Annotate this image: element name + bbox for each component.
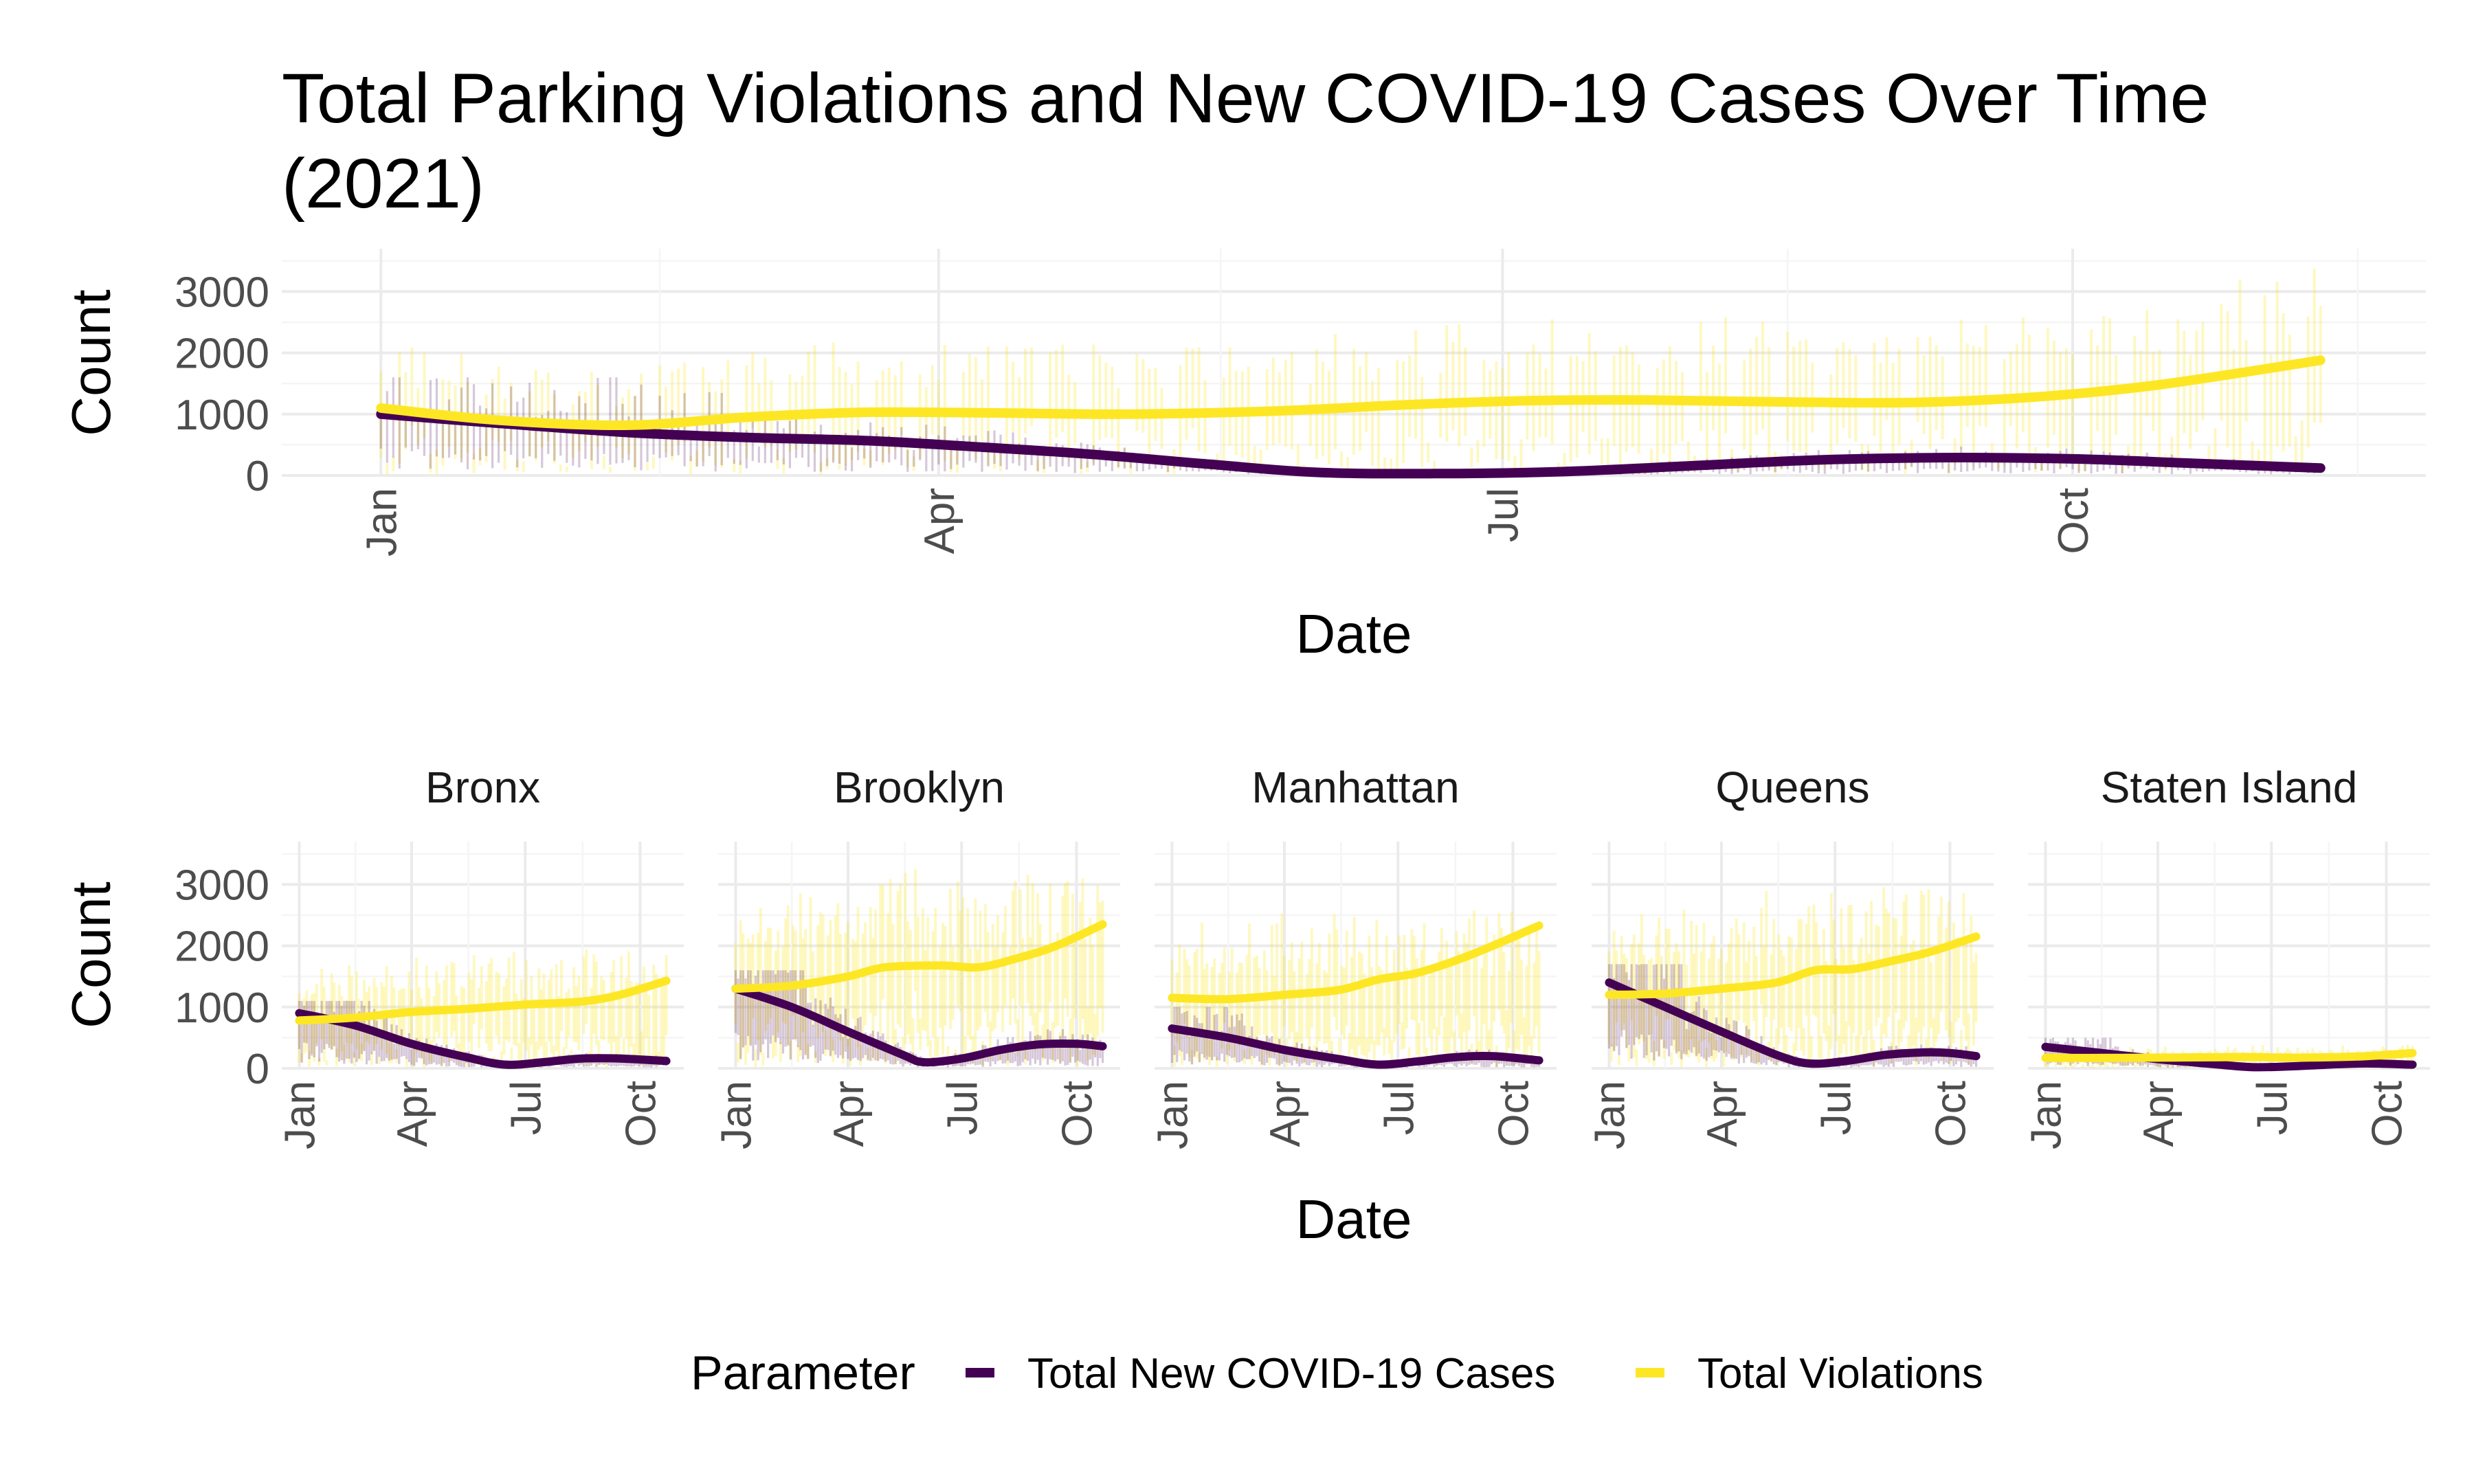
x-tick-label: Oct — [2050, 488, 2097, 554]
facet-x-axis-title: Date — [1296, 1189, 1412, 1250]
y-axis-title: Count — [60, 289, 122, 436]
panel-bronx: 0 1000 2000 3000 Jan Apr Jul Oct — [175, 842, 684, 1149]
legend-label: Total Violations — [1697, 1350, 1983, 1397]
x-tick-label: Jan — [713, 1081, 760, 1149]
violations-trend-line — [295, 976, 671, 1025]
x-tick-label: Jul — [1812, 1081, 1860, 1135]
y-tick-label: 3000 — [175, 862, 269, 909]
panel-staten-island: Jan Apr Jul Oct — [2022, 842, 2430, 1149]
x-tick-label: Oct — [617, 1081, 665, 1147]
x-tick-label: Jul — [2249, 1081, 2296, 1135]
x-tick-label: Apr — [1699, 1081, 1746, 1147]
violations-trend-line — [731, 920, 1107, 993]
y-tick-label: 3000 — [175, 269, 269, 316]
x-tick-label: Jul — [1375, 1081, 1423, 1135]
violations-trend-line — [1605, 932, 1981, 999]
y-tick-label: 2000 — [175, 330, 269, 378]
y-tick-label: 0 — [246, 453, 269, 500]
y-tick-label: 0 — [246, 1046, 269, 1093]
panel-queens: Jan Apr Jul Oct — [1586, 842, 1994, 1149]
facet-strip-label: Queens — [1715, 763, 1869, 812]
x-tick-label: Jan — [1149, 1081, 1196, 1149]
raw-daily-bars — [298, 949, 668, 1068]
facet-strip-label: Staten Island — [2101, 763, 2358, 812]
panel-brooklyn: Jan Apr Jul Oct — [713, 842, 1120, 1149]
chart-title-line2: (2021) — [282, 144, 484, 223]
chart-title: Total Parking Violations and New COVID-1… — [282, 59, 2209, 137]
facet-y-axis-title: Count — [60, 881, 122, 1028]
x-tick-label: Apr — [916, 488, 963, 554]
covid-trend-line — [1168, 1024, 1544, 1069]
x-tick-label: Apr — [825, 1081, 873, 1147]
facet-strip-label: Brooklyn — [834, 763, 1005, 812]
panel-manhattan: Jan Apr Jul Oct — [1149, 842, 1557, 1149]
covid-trend-line — [731, 985, 1107, 1067]
x-tick-label: Apr — [389, 1081, 436, 1147]
violations-trend-line — [376, 355, 2326, 430]
x-tick-label: Jul — [1480, 488, 1527, 542]
x-axis-title: Date — [1296, 603, 1412, 664]
y-tick-label: 1000 — [175, 985, 269, 1032]
legend-label: Total New COVID-19 Cases — [1027, 1350, 1555, 1397]
y-tick-label: 1000 — [175, 392, 269, 439]
x-tick-label: Jul — [502, 1081, 550, 1135]
x-tick-label: Jul — [939, 1081, 986, 1135]
facet-strip-label: Bronx — [425, 763, 540, 812]
panel-overall: 0 1000 2000 3000 Jan Apr Jul Oct — [175, 249, 2426, 556]
legend: Parameter Total New COVID-19 Cases Total V… — [691, 1346, 1983, 1399]
x-tick-label: Apr — [1262, 1081, 1309, 1147]
covid-trend-line — [295, 1009, 671, 1069]
x-tick-label: Oct — [1927, 1081, 1974, 1147]
x-tick-label: Jan — [276, 1081, 324, 1149]
covid-trend-line — [376, 409, 2326, 479]
x-tick-label: Jan — [1586, 1081, 1634, 1149]
x-tick-label: Oct — [2363, 1081, 2411, 1147]
y-tick-label: 2000 — [175, 923, 269, 971]
x-tick-label: Jan — [358, 488, 405, 556]
x-tick-label: Apr — [2135, 1081, 2183, 1147]
legend-title: Parameter — [691, 1346, 915, 1399]
covid-trend-line — [1605, 978, 1981, 1068]
violations-trend-line — [1168, 921, 1544, 1004]
x-tick-label: Oct — [1490, 1081, 1537, 1147]
violations-trend-line — [2041, 1048, 2417, 1062]
x-tick-label: Jan — [2022, 1081, 2070, 1149]
facet-strip-label: Manhattan — [1251, 763, 1459, 812]
x-tick-label: Oct — [1054, 1081, 1101, 1147]
